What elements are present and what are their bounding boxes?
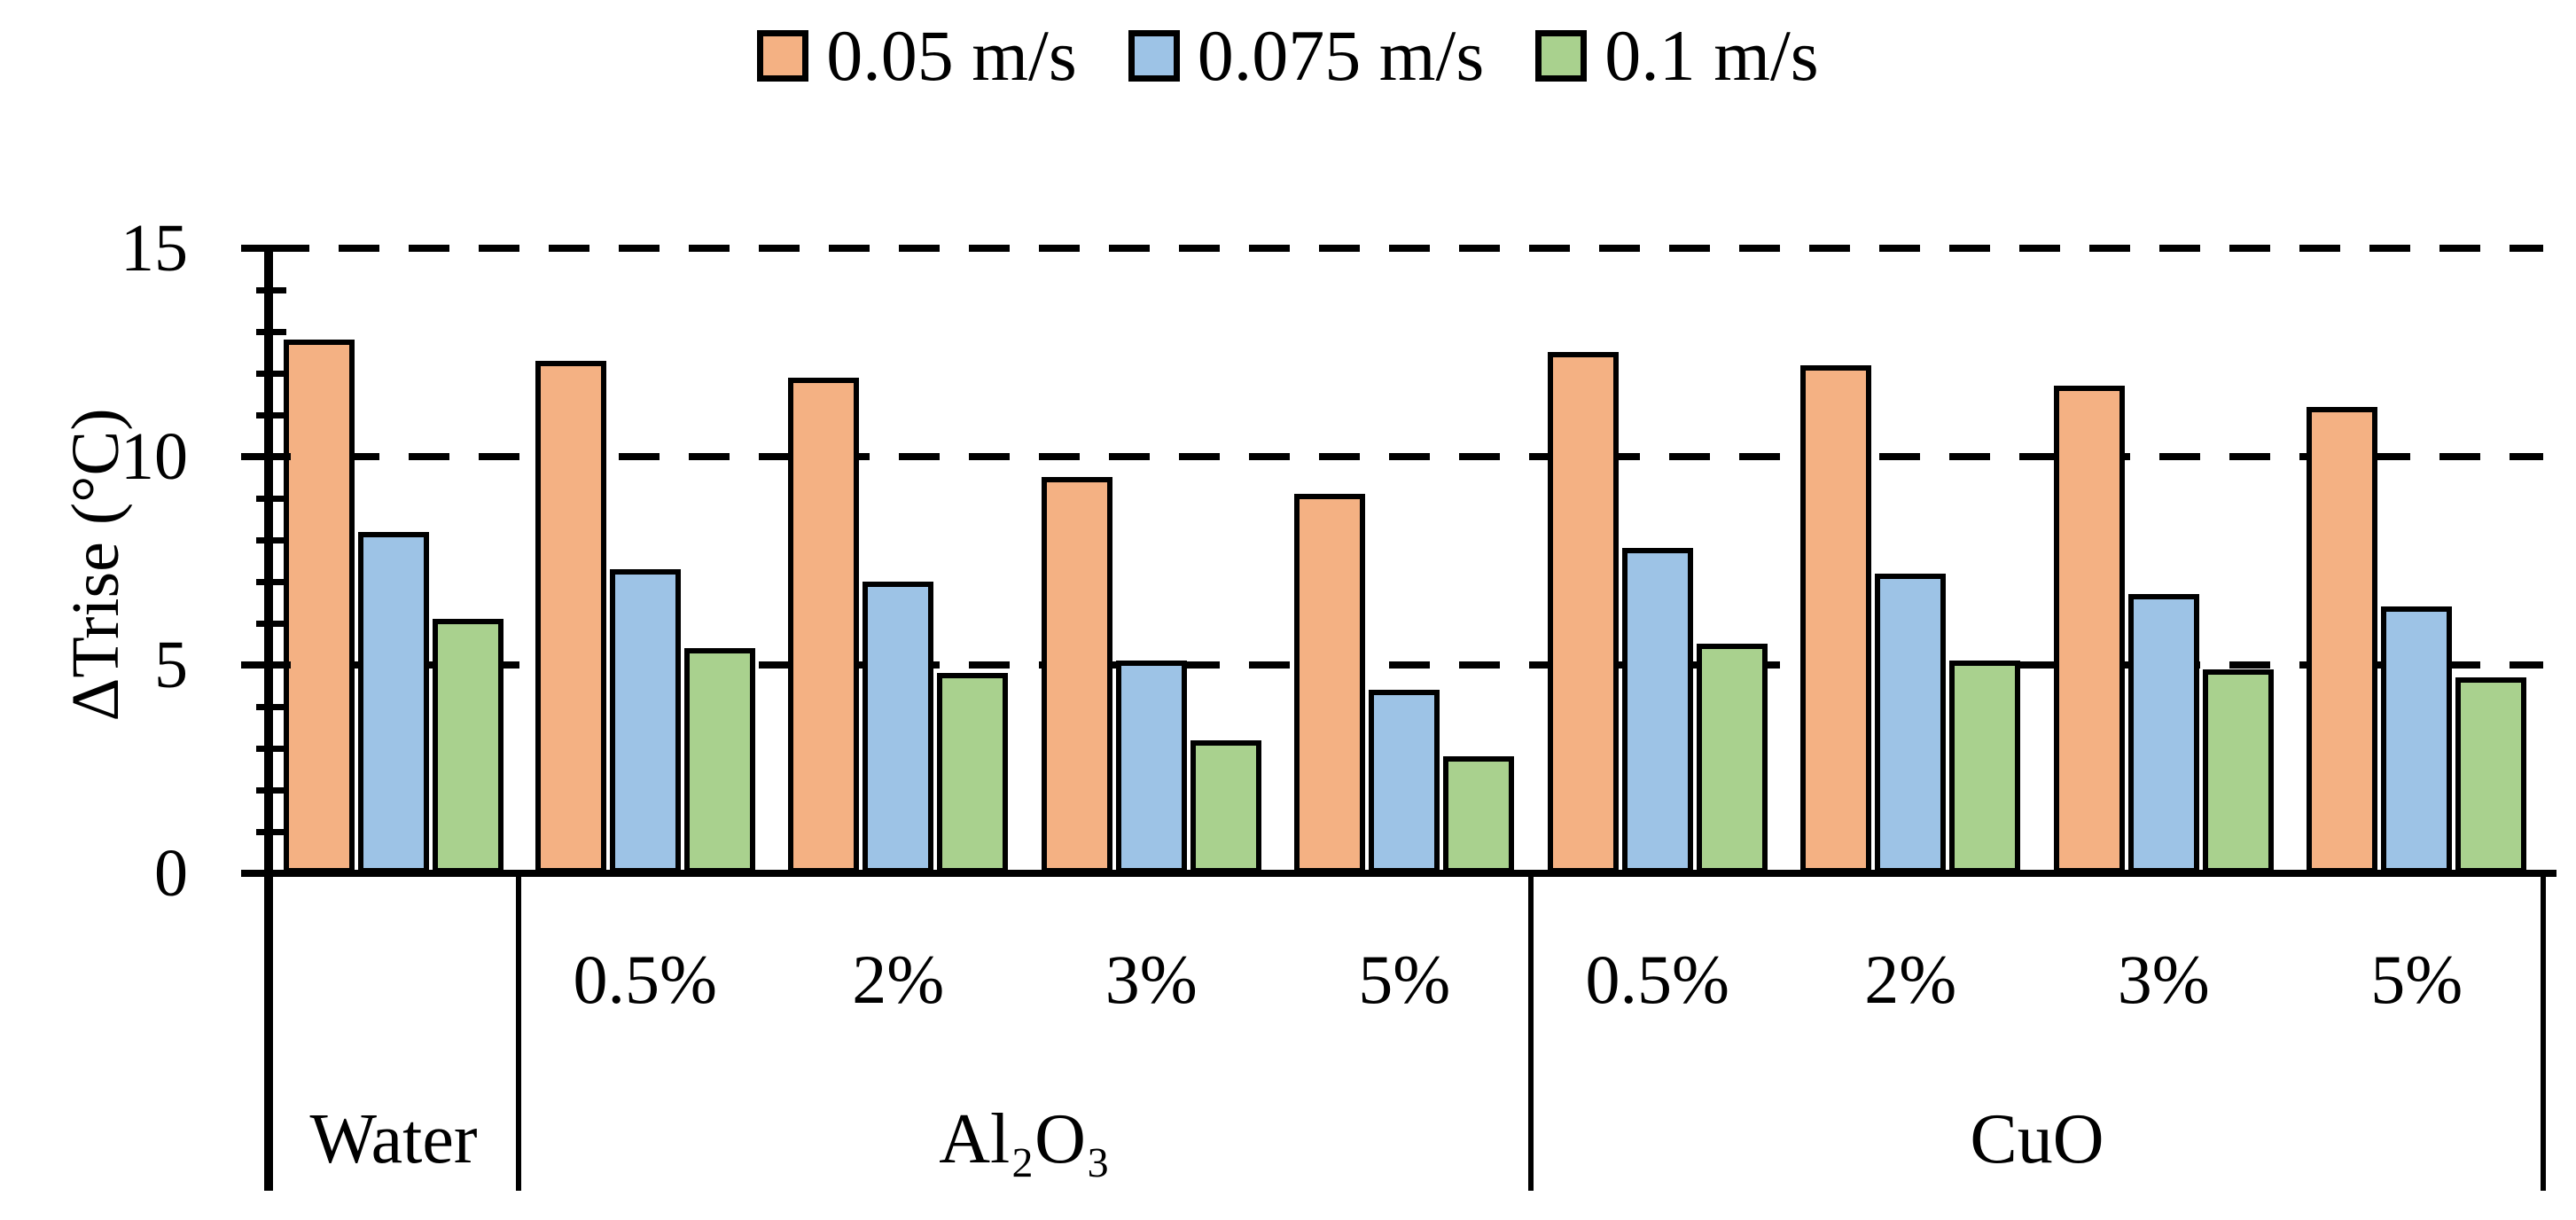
group-label-CuO: CuO [1970,1100,2104,1178]
legend-label: 0.05 m/s [826,15,1077,96]
y-major-tick-10 [241,453,291,460]
y-minor-tick-11 [256,411,286,418]
legend-swatch-orange [757,30,809,82]
legend-label: 0.1 m/s [1604,15,1819,96]
bar-0.1m/s-cat6 [1949,661,2020,873]
legend-item-0.1ms: 0.1 m/s [1535,15,1819,96]
y-minor-tick-3 [256,745,286,752]
gridline-10 [269,453,2543,460]
legend-item-0.075ms: 0.075 m/s [1128,20,1484,92]
bar-0.05m/s-cat3 [1042,477,1112,873]
y-minor-tick-2 [256,786,286,794]
y-minor-tick-4 [256,703,286,710]
bar-0.05m/s-cat8 [2307,407,2377,873]
group-separator-0 [516,873,521,1191]
bar-0.1m/s-cat4 [1443,756,1514,873]
legend-item-0.05ms: 0.05 m/s [757,15,1077,96]
bar-0.05m/s-cat6 [1800,365,1871,873]
category-label-0.5%-5: 0.5% [1585,941,1729,1018]
bar-0.05m/s-cat2 [788,378,859,873]
gridline-15 [269,245,2543,252]
bar-0.05m/s-cat0 [284,340,355,873]
category-label-5%-4: 5% [1358,941,1451,1018]
bar-0.075m/s-cat0 [358,532,429,873]
group-separator-2 [2541,873,2546,1191]
bar-0.05m/s-cat7 [2054,386,2125,873]
y-tick-label-5: 5 [154,628,188,702]
bar-0.1m/s-cat7 [2203,669,2274,873]
y-tick-label-10: 10 [121,419,188,494]
y-minor-tick-12 [256,370,286,377]
y-minor-tick-13 [256,328,286,335]
gridline-5 [269,661,2543,669]
y-minor-tick-14 [256,286,286,293]
bar-0.075m/s-cat4 [1369,690,1440,873]
bar-0.05m/s-cat5 [1548,352,1619,873]
legend-label: 0.075 m/s [1197,15,1485,96]
bar-0.075m/s-cat1 [610,569,681,873]
category-label-3%-3: 3% [1105,941,1198,1018]
bar-0.075m/s-cat7 [2128,594,2199,873]
bar-0.075m/s-cat8 [2381,606,2452,873]
bar-0.1m/s-cat0 [433,619,503,873]
bar-0.075m/s-cat3 [1116,661,1187,873]
x-axis-line [241,870,2556,877]
bar-0.05m/s-cat1 [535,361,606,873]
y-minor-tick-1 [256,828,286,835]
bar-0.05m/s-cat4 [1294,494,1365,873]
category-label-2%-6: 2% [1864,941,1957,1018]
y-axis-line [264,248,273,1191]
legend-swatch-blue [1128,30,1180,82]
bar-0.1m/s-cat8 [2455,677,2526,873]
y-minor-tick-7 [256,578,286,585]
y-minor-tick-8 [256,536,286,544]
y-tick-label-15: 15 [121,211,188,285]
group-label-Water: Water [309,1100,478,1178]
bar-0.075m/s-cat5 [1622,548,1693,873]
bar-0.075m/s-cat6 [1875,574,1946,873]
category-label-5%-8: 5% [2370,941,2463,1018]
chart-legend: 0.05 m/s 0.075 m/s 0.1 m/s [0,7,2576,105]
legend-swatch-green [1535,30,1588,82]
y-major-tick-0 [241,870,291,877]
group-label-Al₂O₃: Al₂O₃ [939,1100,1111,1178]
y-minor-tick-9 [256,495,286,502]
category-label-0.5%-1: 0.5% [573,941,717,1018]
y-minor-tick-6 [256,620,286,627]
bar-0.1m/s-cat1 [684,648,755,873]
category-label-3%-7: 3% [2117,941,2210,1018]
bar-0.1m/s-cat2 [937,673,1008,873]
y-major-tick-15 [241,245,291,252]
group-separator-1 [1528,873,1534,1191]
y-major-tick-5 [241,661,291,669]
bar-0.075m/s-cat2 [863,582,933,873]
bar-0.1m/s-cat5 [1697,644,1768,873]
bar-0.1m/s-cat3 [1190,740,1261,873]
category-label-2%-2: 2% [852,941,945,1018]
y-tick-label-0: 0 [154,836,188,911]
